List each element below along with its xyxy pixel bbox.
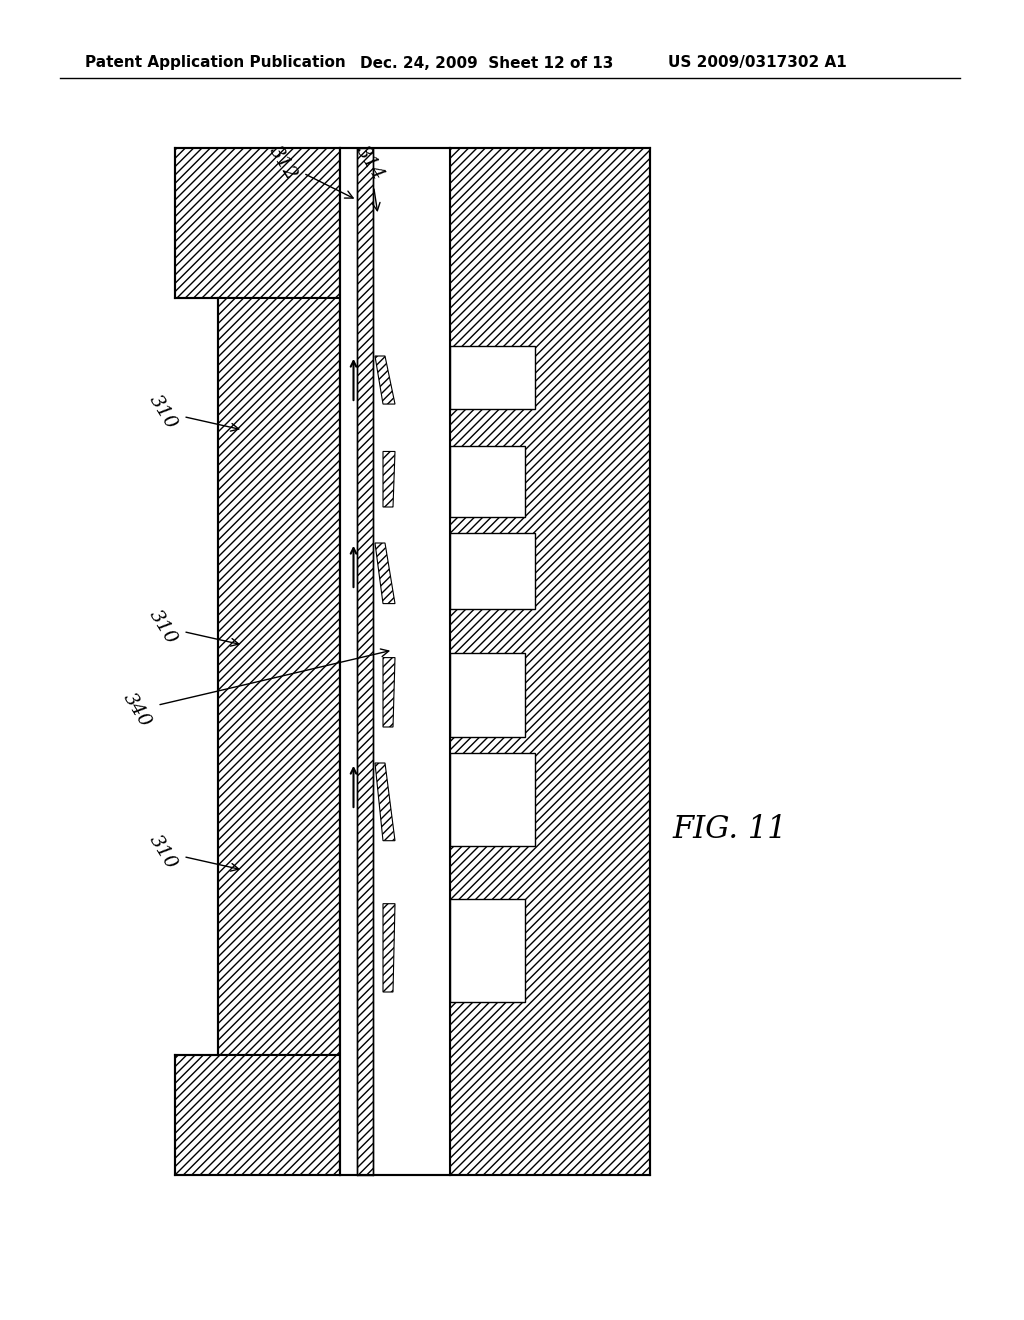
- Bar: [450, 652, 525, 737]
- Bar: [340, 148, 357, 1175]
- Bar: [450, 899, 525, 1002]
- Bar: [175, 148, 340, 298]
- Text: Dec. 24, 2009  Sheet 12 of 13: Dec. 24, 2009 Sheet 12 of 13: [360, 55, 613, 70]
- Text: 310: 310: [145, 392, 239, 433]
- Text: FIG. 11: FIG. 11: [673, 814, 787, 846]
- Polygon shape: [375, 543, 395, 603]
- Bar: [373, 148, 450, 1175]
- Polygon shape: [375, 763, 395, 841]
- Bar: [450, 446, 525, 517]
- Polygon shape: [383, 657, 395, 727]
- Bar: [450, 533, 535, 609]
- Text: Patent Application Publication: Patent Application Publication: [85, 55, 346, 70]
- Polygon shape: [375, 356, 395, 404]
- Polygon shape: [383, 451, 395, 507]
- Text: US 2009/0317302 A1: US 2009/0317302 A1: [668, 55, 847, 70]
- Text: 310: 310: [145, 832, 239, 873]
- Bar: [450, 148, 650, 1175]
- Polygon shape: [383, 904, 395, 993]
- Text: 340: 340: [120, 649, 389, 730]
- Text: 310: 310: [145, 606, 239, 648]
- Text: 314: 314: [352, 143, 387, 211]
- Bar: [450, 346, 535, 409]
- Bar: [450, 752, 535, 846]
- Bar: [175, 1055, 340, 1175]
- Bar: [218, 298, 340, 1055]
- Text: 312: 312: [265, 143, 353, 198]
- Bar: [357, 148, 373, 1175]
